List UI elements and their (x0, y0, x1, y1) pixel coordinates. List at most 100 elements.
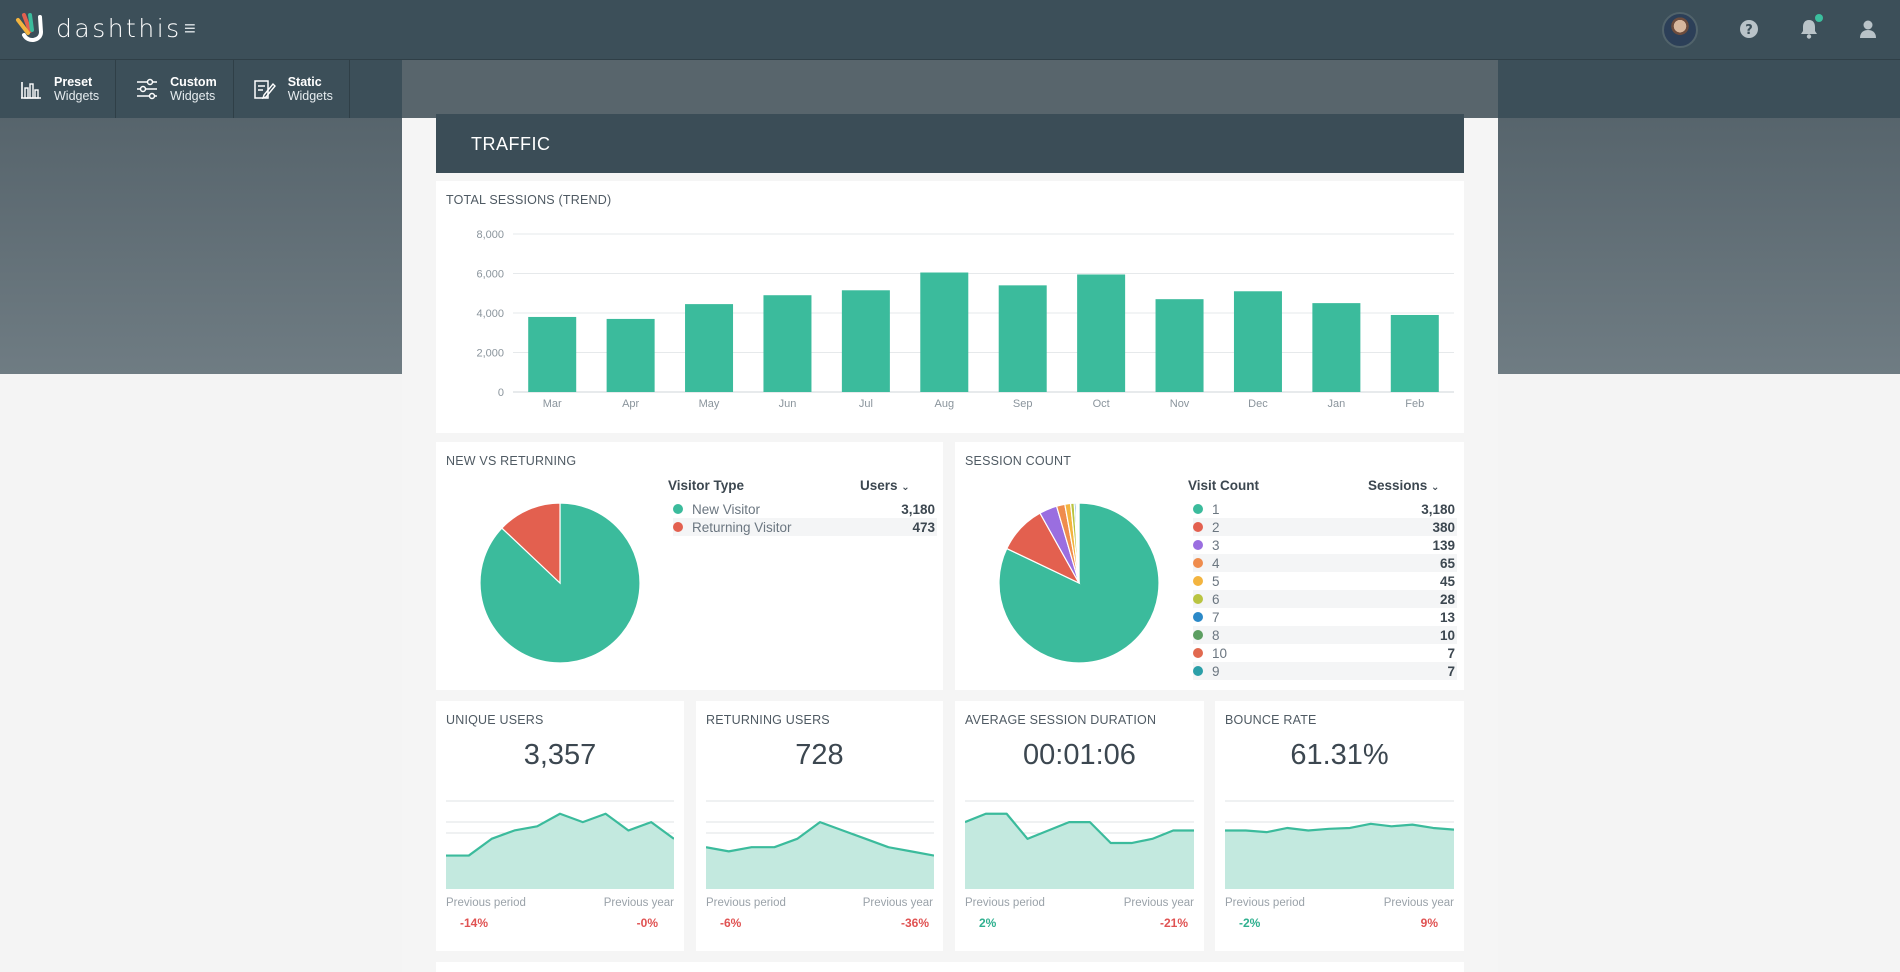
pie-slice[interactable] (501, 502, 561, 585)
legend-label: Returning Visitor (692, 519, 792, 535)
sparkline (446, 800, 674, 889)
legend-color-dot (1193, 648, 1203, 658)
session-count-widget[interactable]: SESSION COUNT Visit Count Sessions ⌄ 1 3,… (955, 442, 1464, 690)
sparkline (1225, 800, 1454, 889)
legend-value: 10 (1439, 627, 1455, 643)
legend-value: 3,180 (901, 501, 935, 517)
new-vs-returning-widget[interactable]: NEW VS RETURNING Visitor Type Users ⌄ Ne… (436, 442, 943, 690)
bar[interactable] (606, 318, 655, 392)
sparkline (706, 800, 934, 889)
sparkline-line (706, 821, 934, 857)
legend-label: 3 (1212, 537, 1220, 553)
kpi-card-returning-users[interactable]: RETURNING USERS 728 Previous period Prev… (696, 701, 943, 951)
sparkline-line (446, 812, 674, 857)
previous-year-delta: -21% (1159, 916, 1188, 930)
legend-row: 3 139 (1193, 536, 1457, 554)
kpi-card-unique-users[interactable]: UNIQUE USERS 3,357 Previous period Previ… (436, 701, 684, 951)
kpi-card-average-session-duration[interactable]: AVERAGE SESSION DURATION 00:01:06 Previo… (955, 701, 1204, 951)
x-tick-label: Apr (622, 398, 639, 410)
previous-year-delta: 9% (1420, 916, 1438, 930)
sliders-icon (134, 76, 160, 102)
bar[interactable] (1155, 299, 1204, 392)
kpi-card-bounce-rate[interactable]: BOUNCE RATE 61.31% Previous period Previ… (1215, 701, 1464, 951)
legend-row: 10 7 (1193, 644, 1457, 662)
legend-column-visitor-type: Visitor Type (668, 478, 745, 493)
bar[interactable] (841, 290, 890, 392)
kpi-title: RETURNING USERS (706, 713, 830, 727)
previous-year-label: Previous year (862, 897, 933, 909)
total-sessions-widget[interactable]: TOTAL SESSIONS (TREND) 0 2,000 4,000 6,000 8… (436, 181, 1464, 433)
logo-icon (16, 13, 44, 42)
widget-toolbar: Preset Widgets Custom Widgets Static Widget… (0, 60, 402, 118)
x-tick-label: Jan (1328, 398, 1346, 410)
legend-label: 10 (1212, 645, 1228, 661)
previous-period-label: Previous period (1225, 897, 1305, 909)
legend-row: 5 45 (1193, 572, 1457, 590)
y-tick-label: 2,000 (476, 348, 504, 360)
next-widget-edge (436, 962, 1464, 972)
legend-row: 8 10 (1193, 626, 1457, 644)
x-tick-label: Dec (1248, 398, 1268, 410)
sessions-sort-dropdown[interactable]: Sessions ⌄ (1368, 478, 1439, 493)
new-vs-returning-pie (479, 502, 641, 664)
custom-widgets-subtitle: Widgets (170, 89, 216, 103)
previous-year-label: Previous year (1383, 897, 1454, 909)
legend-value: 7 (1447, 663, 1455, 679)
custom-widgets-title: Custom (170, 75, 217, 89)
help-icon[interactable]: ? (1736, 16, 1762, 42)
kpi-value: 61.31% (1290, 739, 1389, 771)
legend-color-dot (1193, 540, 1203, 550)
legend-color-dot (1193, 612, 1203, 622)
section-title: TRAFFIC (436, 114, 1464, 173)
widget-title: NEW VS RETURNING (446, 454, 577, 468)
legend-label: 9 (1212, 663, 1220, 679)
kpi-title: UNIQUE USERS (446, 713, 544, 727)
right-toolbar-band (1498, 60, 1900, 118)
bar[interactable] (763, 295, 812, 392)
avatar[interactable] (1662, 12, 1698, 48)
bar[interactable] (685, 304, 734, 392)
legend-color-dot (1193, 522, 1203, 532)
legend-value: 45 (1439, 573, 1455, 589)
bar[interactable] (528, 316, 577, 392)
notification-dot (1815, 14, 1823, 22)
legend-label: 4 (1212, 555, 1220, 571)
legend-row: Returning Visitor 473 (673, 518, 937, 536)
legend-label: 7 (1212, 609, 1220, 625)
legend-label: New Visitor (692, 501, 761, 517)
bar[interactable] (998, 285, 1047, 392)
session-count-pie (998, 502, 1160, 664)
legend-value: 139 (1432, 537, 1455, 553)
sparkline-line (1225, 822, 1454, 834)
legend-color-dot (673, 522, 683, 532)
legend-color-dot (1193, 504, 1203, 514)
kpi-value: 00:01:06 (1023, 739, 1136, 771)
custom-widgets-button[interactable]: Custom Widgets (116, 60, 234, 118)
legend-value: 380 (1432, 519, 1455, 535)
previous-period-delta: 2% (979, 916, 997, 930)
hamburger-icon[interactable]: ≡ (184, 18, 196, 40)
previous-year-delta: -36% (900, 916, 929, 930)
bell-icon[interactable] (1796, 14, 1823, 42)
bar[interactable] (1312, 303, 1361, 392)
legend-label: 2 (1212, 519, 1220, 535)
bar[interactable] (1077, 274, 1126, 392)
user-icon[interactable] (1855, 16, 1881, 42)
bar[interactable] (1233, 291, 1282, 392)
kpi-value: 3,357 (523, 739, 597, 771)
previous-period-delta: -6% (720, 916, 742, 930)
bar[interactable] (920, 272, 969, 392)
legend-value: 28 (1439, 591, 1455, 607)
previous-period-delta: -14% (460, 916, 489, 930)
users-sort-dropdown[interactable]: Users ⌄ (860, 478, 910, 493)
dashthis-logo[interactable]: dashthis (14, 11, 182, 45)
sparkline (965, 800, 1194, 889)
pie-slice[interactable] (1077, 502, 1080, 584)
legend-row: New Visitor 3,180 (673, 500, 937, 518)
preset-widgets-button[interactable]: Preset Widgets (0, 60, 117, 118)
legend-color-dot (1193, 630, 1203, 640)
previous-period-label: Previous period (446, 897, 526, 909)
bar[interactable] (1390, 314, 1439, 392)
static-widgets-button[interactable]: Static Widgets (234, 60, 350, 118)
